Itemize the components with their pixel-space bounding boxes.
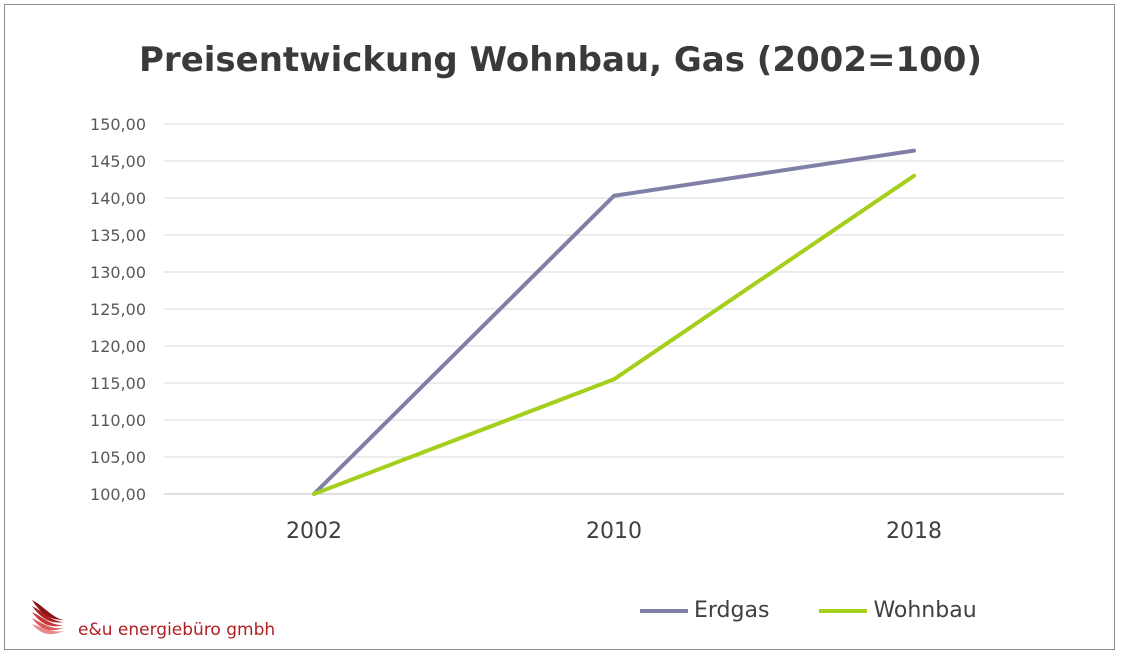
series-lines [312,148,916,496]
x-tick-label: 2018 [886,519,942,544]
y-tick-label: 145,00 [90,152,146,171]
company-name: e&u energiebüro gmbh [78,620,276,640]
series-line-wohnbau [312,173,916,496]
y-tick-label: 115,00 [90,374,146,393]
series-line-erdgas [312,148,916,496]
legend-item-wohnbau: Wohnbau [819,598,977,623]
x-axis-ticks: 2002 2010 2018 [286,519,942,544]
legend: Erdgas Wohnbau [640,598,1027,623]
y-tick-label: 150,00 [90,115,146,134]
chart-title: Preisentwickung Wohnbau, Gas (2002=100) [139,40,982,80]
y-tick-label: 100,00 [90,485,146,504]
company-logo: e&u energiebüro gmbh [30,594,275,640]
y-tick-label: 130,00 [90,263,146,282]
y-tick-label: 125,00 [90,300,146,319]
y-axis-ticks: 100,00 105,00 110,00 115,00 120,00 125,00 130,… [90,115,146,504]
legend-label-wohnbau: Wohnbau [873,598,977,623]
legend-label-erdgas: Erdgas [694,598,770,623]
chart-frame [4,4,1115,650]
y-tick-label: 140,00 [90,189,146,208]
x-tick-label: 2010 [586,519,642,544]
y-tick-label: 120,00 [90,337,146,356]
x-tick-label: 2002 [286,519,342,544]
legend-item-erdgas: Erdgas [640,598,769,623]
y-tick-label: 105,00 [90,448,146,467]
grid-lines [164,123,1064,495]
y-tick-label: 135,00 [90,226,146,245]
legend-swatch-wohnbau [819,608,868,613]
swoosh-logo-icon [32,600,64,635]
y-tick-label: 110,00 [90,411,146,430]
legend-swatch-erdgas [640,608,688,613]
